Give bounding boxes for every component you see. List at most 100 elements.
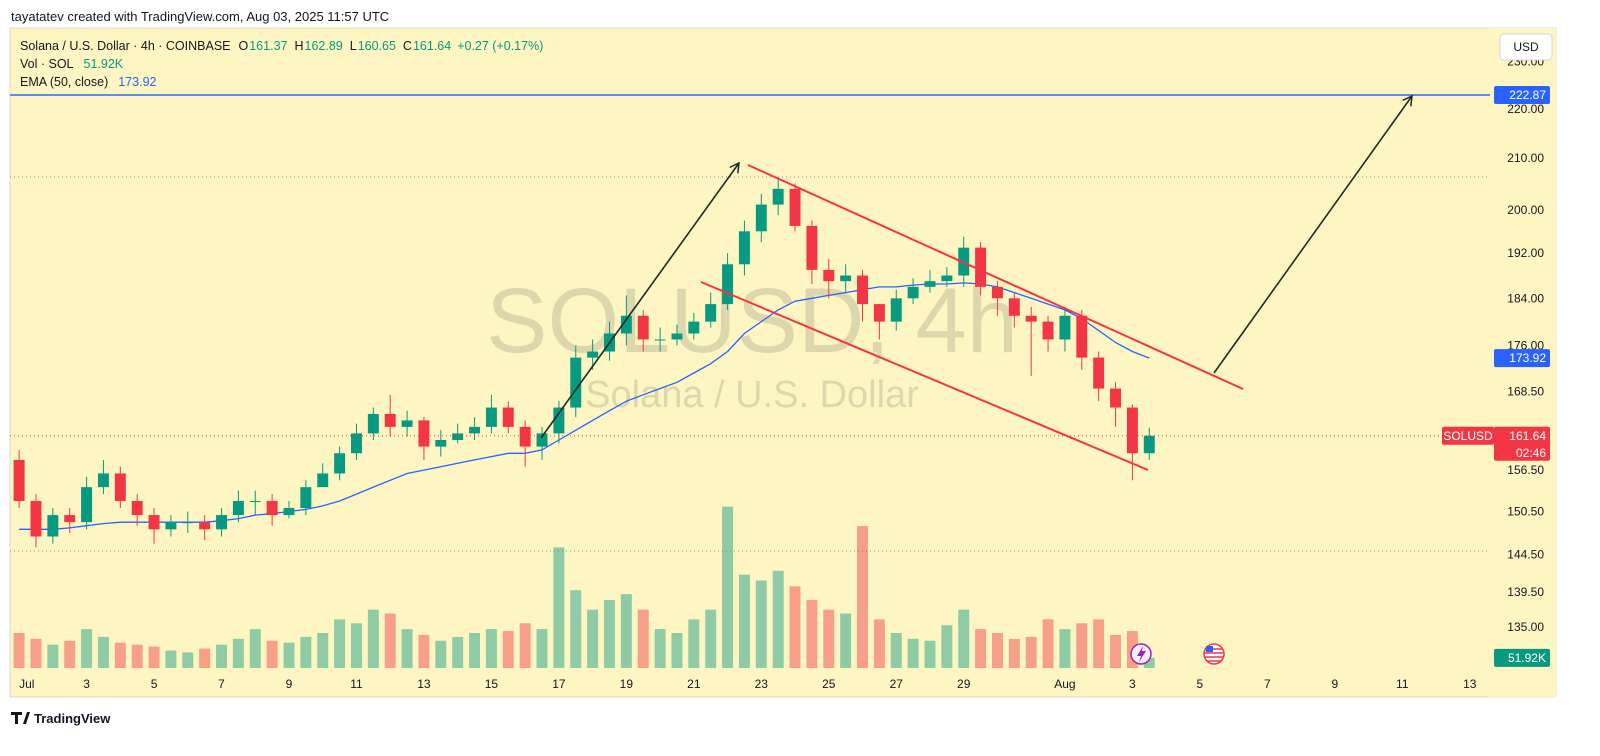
x-tick-label: 13 — [1463, 677, 1477, 691]
channel-lower — [700, 281, 1149, 471]
volume-bar — [13, 633, 25, 668]
x-tick-label: 5 — [151, 677, 158, 691]
price-tags: 222.87 173.92 161.64 02:46 SOLUSD 51.92K — [1442, 86, 1550, 667]
legend-text: O — [239, 39, 249, 53]
volume-bar — [1025, 636, 1037, 668]
candle-body — [81, 487, 93, 523]
legend-text: 160.65 — [358, 39, 396, 53]
ema-line — [19, 282, 1150, 530]
x-tick-label: 11 — [350, 677, 363, 691]
flag-canton — [1206, 646, 1213, 652]
price-line-tag-bg — [1494, 86, 1550, 105]
candle-body — [941, 275, 953, 282]
ema-tag-bg — [1494, 349, 1550, 368]
countdown: 02:46 — [1516, 446, 1546, 460]
candle-body — [182, 522, 194, 524]
candle-body — [570, 357, 582, 408]
candle-body — [1008, 298, 1020, 316]
candle-body — [148, 515, 160, 530]
candle-body — [435, 439, 447, 447]
x-tick-label: Aug — [1054, 677, 1075, 691]
volume-bar — [114, 642, 126, 668]
volume-bar — [705, 609, 717, 668]
candle-body — [738, 231, 750, 265]
candle-body — [924, 281, 936, 287]
legend-text: L — [350, 39, 357, 53]
volume-bar — [840, 613, 852, 668]
volume-bar — [1059, 629, 1071, 668]
volume-bar — [350, 623, 362, 668]
volume-bar — [637, 609, 649, 668]
y-tick-label: 150.50 — [1507, 505, 1544, 519]
volume-bar — [30, 638, 42, 668]
candle-body — [1143, 435, 1155, 454]
candle-body — [452, 433, 464, 440]
volume-bar — [671, 633, 683, 668]
volume-bar — [47, 644, 59, 668]
x-tick-label: 23 — [755, 677, 769, 691]
volume-bar — [232, 638, 244, 668]
candle-body — [553, 407, 565, 434]
candle-body — [688, 321, 700, 334]
currency-button[interactable] — [1499, 33, 1553, 61]
y-tick-label: 192.00 — [1507, 246, 1544, 260]
candle-body — [907, 286, 919, 299]
y-tick-label: 168.50 — [1507, 385, 1544, 399]
legend-text: Solana / U.S. Dollar · 4h · COINBASE — [20, 39, 231, 53]
x-tick-label: 29 — [957, 677, 971, 691]
volume-bar — [806, 599, 818, 668]
volume-bar — [266, 640, 278, 668]
y-tick-label: 210.00 — [1507, 151, 1544, 165]
volume-bar — [401, 629, 413, 668]
candle-body — [823, 269, 835, 282]
volume-bar — [789, 586, 801, 668]
volume-bar — [384, 613, 396, 668]
symbol-tag-bg — [1442, 426, 1494, 445]
volume-bar — [570, 590, 582, 668]
candle-body — [249, 501, 261, 503]
x-tick-label: 9 — [1331, 677, 1338, 691]
candle-body — [13, 459, 25, 502]
candle-body — [334, 453, 346, 474]
candle-body — [1110, 388, 1122, 408]
candle-body — [587, 351, 599, 358]
volume-bar — [249, 629, 261, 668]
arrow — [1213, 94, 1413, 374]
series-layer — [10, 94, 1490, 668]
volume-bar — [857, 526, 868, 668]
volume-bar — [1110, 634, 1122, 668]
volume-bar — [64, 640, 76, 668]
candle-body — [705, 304, 717, 322]
symbol-tag: SOLUSD — [1443, 429, 1493, 443]
volume-bar — [97, 636, 109, 668]
legend-line: Vol · SOL 51.92K — [20, 57, 124, 71]
legend-text: Vol · SOL — [20, 57, 74, 71]
volume-bar — [519, 623, 531, 668]
volume-bar — [334, 619, 346, 668]
candle-body — [654, 339, 666, 341]
candle-body — [806, 225, 818, 270]
candle-body — [789, 188, 801, 226]
candle-body — [1076, 315, 1088, 358]
header: tayatatev created with TradingView.com, … — [11, 9, 389, 24]
volume-bar — [991, 633, 1003, 668]
volume-bar — [738, 574, 750, 668]
volume-bar — [654, 629, 666, 668]
candle-body — [216, 515, 228, 530]
x-tick-label: 19 — [620, 677, 634, 691]
legend-text: +0.27 (+0.17%) — [457, 39, 543, 53]
volume-bar — [216, 644, 228, 668]
volume-bar — [873, 619, 885, 668]
candle-body — [30, 501, 42, 537]
candle-body — [469, 426, 481, 434]
legend-text: 51.92K — [84, 57, 124, 71]
ema-tag: 173.92 — [1509, 351, 1546, 365]
volume-bar — [688, 619, 700, 668]
x-tick-label: 21 — [687, 677, 701, 691]
candle-body — [97, 473, 109, 488]
x-tick-label: 9 — [286, 677, 293, 691]
volume-bar — [182, 652, 194, 668]
legend-line: Solana / U.S. Dollar · 4h · COINBASE O161… — [20, 39, 543, 53]
candle-body — [300, 487, 312, 509]
y-tick-label: 144.50 — [1507, 548, 1544, 562]
